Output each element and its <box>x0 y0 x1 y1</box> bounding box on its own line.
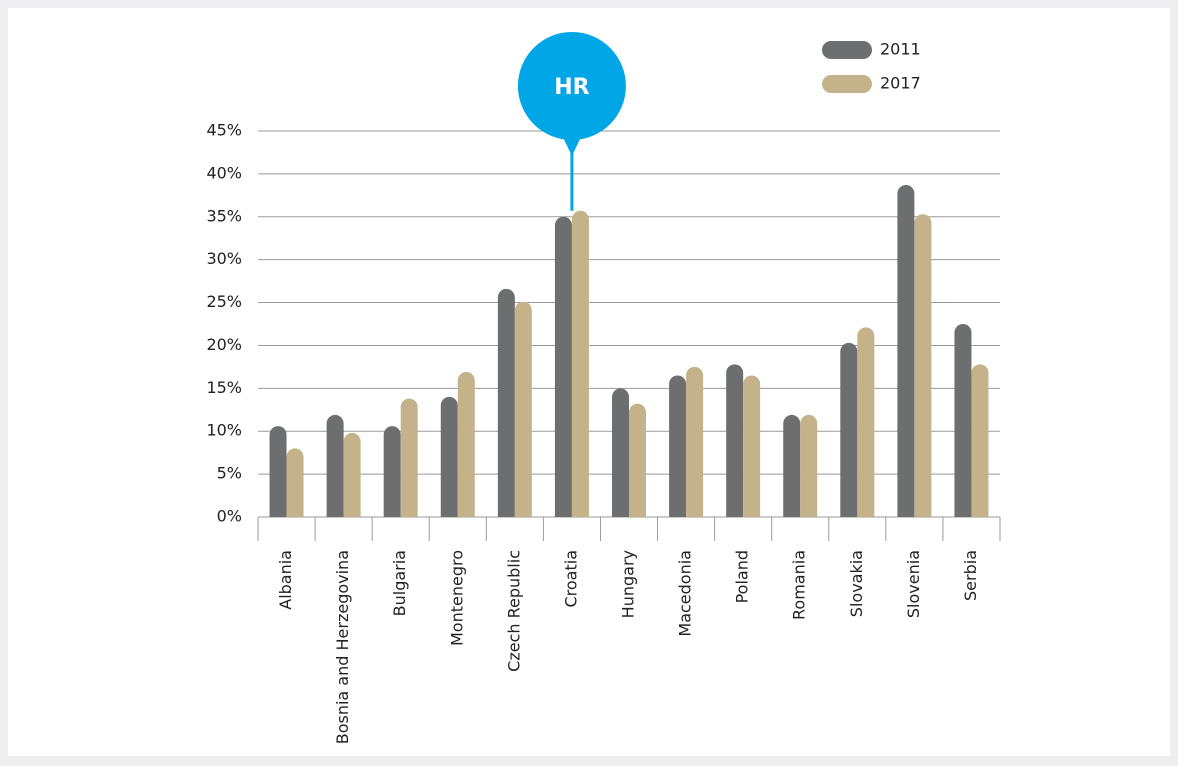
x-tick-label: Montenegro <box>447 550 466 646</box>
x-tick-label: Bosnia and Herzegovina <box>333 550 352 744</box>
bar <box>783 414 801 517</box>
y-tick-label: 40% <box>206 163 242 182</box>
bar <box>554 216 572 517</box>
x-tick-label: Slovenia <box>904 550 923 618</box>
bar <box>497 288 515 517</box>
x-tick-label: Albania <box>276 550 295 610</box>
x-tick-label: Poland <box>733 550 752 603</box>
bar <box>840 342 858 517</box>
y-tick-label: 25% <box>206 292 242 311</box>
bar <box>954 324 972 517</box>
bar <box>857 327 875 517</box>
y-tick-label: 15% <box>206 378 242 397</box>
bar <box>343 432 361 517</box>
bar <box>326 414 344 517</box>
pin-label: HR <box>554 75 589 100</box>
x-tick-label: Croatia <box>561 550 580 608</box>
pin-head <box>517 32 626 140</box>
bar <box>457 372 475 517</box>
pin-tip <box>561 135 582 156</box>
y-tick-label: 5% <box>217 464 242 483</box>
bar <box>897 185 915 518</box>
x-tick-label: Slovakia <box>847 550 866 617</box>
bar <box>669 375 687 517</box>
y-tick-label: 35% <box>206 206 242 225</box>
x-tick-label: Hungary <box>619 550 638 618</box>
bar <box>726 364 744 517</box>
legend-swatch <box>822 41 872 59</box>
bar <box>800 414 818 517</box>
x-tick-label: Macedonia <box>676 550 695 637</box>
y-tick-label: 10% <box>206 421 242 440</box>
x-tick-label: Bulgaria <box>390 550 409 616</box>
bar <box>612 388 629 517</box>
x-tick-label: Czech Republic <box>504 550 523 672</box>
bar <box>383 426 401 517</box>
x-tick-label: Romania <box>790 550 809 620</box>
bar <box>269 426 287 517</box>
y-tick-label: 45% <box>206 121 242 140</box>
bar <box>286 448 304 517</box>
legend-label: 2011 <box>880 40 921 59</box>
x-tick-label: Serbia <box>961 550 980 601</box>
bar <box>440 396 458 517</box>
legend-label: 2017 <box>880 74 921 93</box>
bar <box>629 403 646 517</box>
y-tick-label: 30% <box>206 249 242 268</box>
bar <box>400 398 418 517</box>
y-tick-label: 20% <box>206 335 242 354</box>
bar <box>686 366 704 517</box>
bar <box>571 210 589 518</box>
bar <box>971 364 989 517</box>
bar <box>514 301 532 517</box>
bar <box>914 214 932 517</box>
legend-swatch <box>822 75 872 93</box>
y-tick-label: 0% <box>217 507 242 526</box>
bar <box>743 375 761 517</box>
